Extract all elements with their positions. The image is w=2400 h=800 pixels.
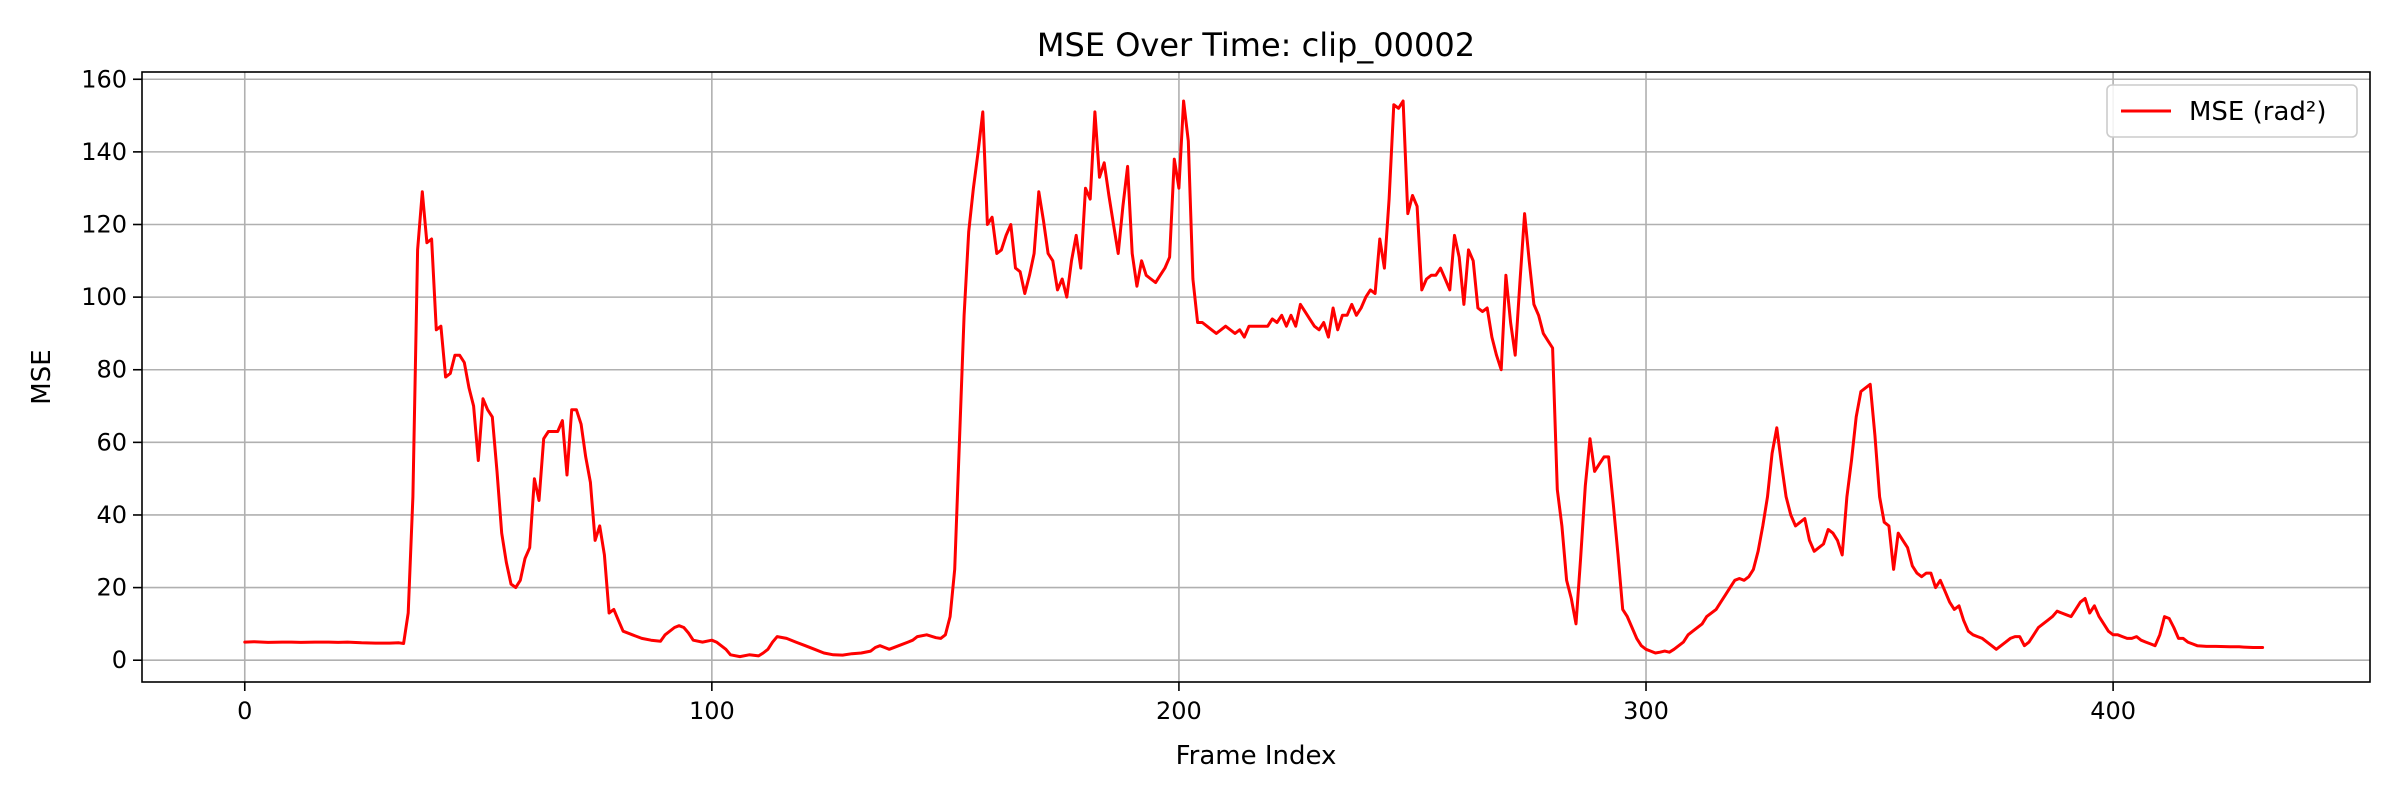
x-axis-label: Frame Index xyxy=(1176,741,1337,771)
legend-box xyxy=(2106,84,2358,138)
grid-layer xyxy=(142,72,2370,682)
x-tick-label: 0 xyxy=(237,697,252,725)
y-tick-label: 0 xyxy=(112,646,127,674)
chart-title: MSE Over Time: clip_00002 xyxy=(1037,26,1475,64)
x-tick-label: 300 xyxy=(1623,697,1669,725)
x-tick-label: 400 xyxy=(2090,697,2136,725)
x-tick-label: 100 xyxy=(689,697,735,725)
x-tick-label: 200 xyxy=(1156,697,1202,725)
legend-label: MSE (rad²) xyxy=(2189,97,2326,127)
y-tick-label: 140 xyxy=(81,138,127,166)
y-tick-label: 120 xyxy=(81,211,127,239)
y-tick-label: 80 xyxy=(96,356,127,384)
legend: MSE (rad²) xyxy=(2106,84,2358,138)
y-axis-label: MSE xyxy=(27,349,57,404)
y-tick-label: 60 xyxy=(96,428,127,456)
series-line-mse xyxy=(243,99,2265,659)
y-tick-label: 20 xyxy=(96,574,127,602)
plot-area-frame xyxy=(141,71,2371,683)
series-layer xyxy=(243,99,2265,659)
y-tick-label: 40 xyxy=(96,501,127,529)
y-tick-label: 160 xyxy=(81,65,127,93)
tick-layer: 0 100 200 300 400 0 20 40 60 80 100 120 140 160 xyxy=(81,65,2136,725)
y-tick-label: 100 xyxy=(81,283,127,311)
